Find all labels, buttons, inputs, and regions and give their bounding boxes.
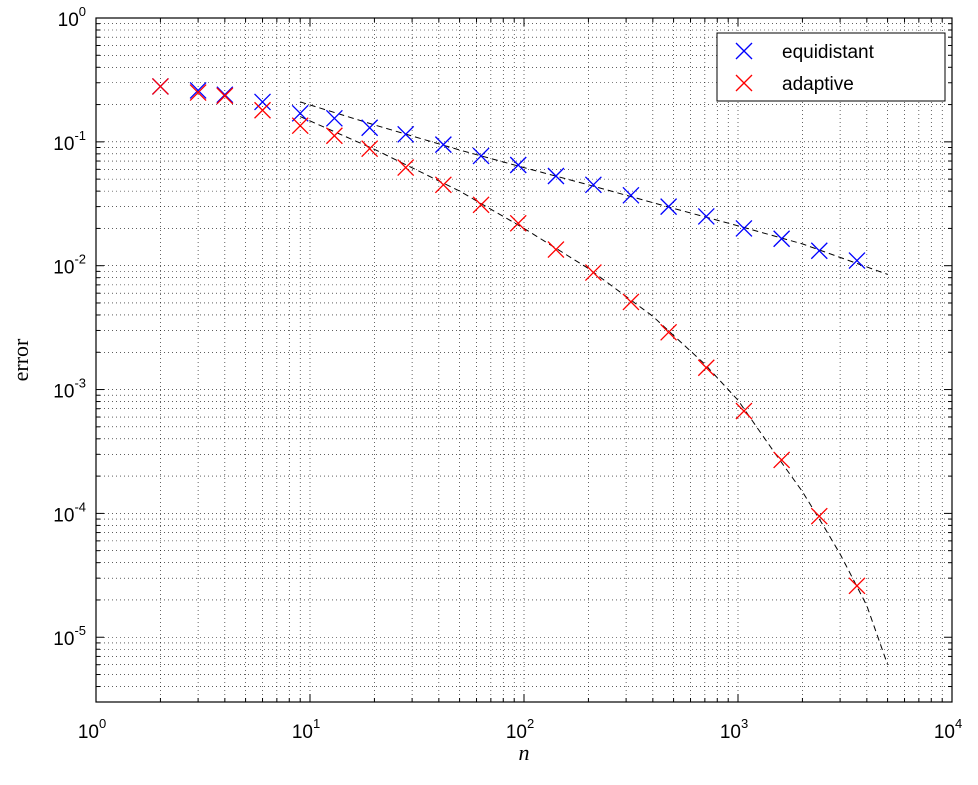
grid-lines: [96, 18, 952, 702]
y-tick-label: 10-4: [53, 499, 86, 526]
adaptive-point: [735, 402, 753, 420]
x-tick-label: 104: [934, 716, 962, 743]
adaptive-point: [361, 140, 379, 158]
adaptive-point: [660, 323, 678, 341]
x-tick-label: 103: [720, 716, 748, 743]
dashed-fit-lines: [299, 101, 889, 665]
adaptive-point: [291, 117, 309, 135]
equidistant-point: [773, 230, 791, 248]
x-tick-label: 101: [292, 716, 320, 743]
axis-ticks: [95, 17, 953, 703]
x-tick-label: 102: [506, 716, 534, 743]
adaptive-point: [151, 78, 169, 95]
adaptive-point: [622, 293, 640, 311]
legend: equidistant adaptive: [716, 32, 946, 102]
legend-marker-equidistant: [735, 42, 753, 60]
equidistant-point: [434, 136, 452, 154]
equidistant-point: [189, 81, 207, 99]
equidistant-point: [660, 198, 678, 216]
adaptive-point: [584, 264, 602, 282]
x-axis-label: n: [519, 740, 530, 765]
equidistant-point: [397, 125, 415, 143]
equidistant-point: [509, 156, 527, 174]
dashed-fit-line: [299, 116, 889, 665]
adaptive-point: [325, 127, 343, 145]
equidistant-point: [216, 86, 234, 104]
y-tick-label: 10-3: [53, 376, 86, 403]
adaptive-point: [254, 101, 271, 119]
y-axis-label: error: [8, 338, 33, 381]
y-tick-label: 100: [58, 4, 86, 31]
adaptive-point: [397, 159, 415, 177]
adaptive-point: [216, 87, 234, 105]
data-markers: [151, 78, 866, 595]
adaptive-point: [773, 451, 791, 469]
adaptive-point: [189, 84, 207, 102]
y-tick-label: 10-5: [53, 623, 86, 650]
adaptive-point: [509, 214, 527, 232]
y-tick-label: 10-2: [53, 252, 86, 279]
equidistant-point: [547, 167, 565, 185]
equidistant-point: [361, 119, 379, 137]
equidistant-point: [291, 104, 309, 122]
x-tick-label: 100: [78, 716, 106, 743]
adaptive-point: [434, 176, 452, 194]
equidistant-point: [254, 93, 271, 111]
equidistant-point: [848, 252, 866, 270]
adaptive-point: [547, 241, 565, 259]
legend-label-equidistant: equidistant: [782, 42, 875, 63]
legend-box: [716, 32, 946, 102]
adaptive-point: [848, 577, 866, 595]
equidistant-point: [622, 186, 640, 204]
tick-labels: 100 101 102 103 104 10-5 10-4 10-3 10-2 10-1 100: [53, 4, 962, 743]
equidistant-point: [735, 219, 753, 237]
adaptive-point: [810, 507, 828, 525]
adaptive-point: [472, 196, 490, 214]
equidistant-point: [325, 109, 343, 127]
adaptive-point: [697, 359, 715, 377]
equidistant-point: [472, 147, 490, 165]
equidistant-point: [810, 242, 828, 260]
equidistant-point: [584, 176, 602, 194]
equidistant-point: [697, 207, 715, 225]
legend-marker-adaptive: [735, 74, 753, 92]
y-tick-label: 10-1: [53, 128, 86, 155]
legend-label-adaptive: adaptive: [782, 74, 854, 95]
